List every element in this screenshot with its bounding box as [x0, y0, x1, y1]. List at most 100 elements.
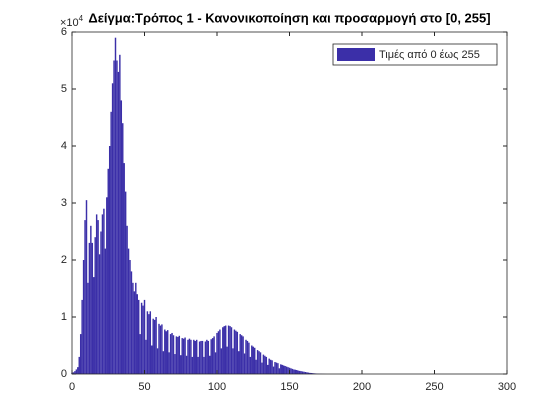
bar	[243, 353, 246, 374]
y-tick-label: 6	[61, 26, 67, 38]
x-tick-label: 0	[69, 381, 75, 393]
bar	[177, 336, 179, 374]
bar	[174, 354, 176, 374]
bar	[184, 337, 186, 374]
bar	[249, 356, 252, 374]
x-tick-label: 250	[425, 381, 443, 393]
bar	[274, 362, 276, 374]
legend-label: Τιμές από 0 έως 255	[379, 49, 480, 61]
bar	[140, 302, 143, 374]
bar	[236, 331, 239, 374]
bar	[200, 340, 202, 374]
y-tick-label: 4	[61, 140, 67, 152]
bar	[233, 329, 236, 374]
bar	[95, 214, 98, 374]
bar	[194, 340, 196, 374]
bar	[264, 355, 266, 374]
bar	[220, 348, 223, 374]
bar	[216, 332, 218, 374]
bar	[300, 371, 302, 374]
bar	[93, 277, 95, 374]
bar	[84, 220, 86, 374]
bar	[206, 339, 208, 374]
y-tick-label: 1	[61, 311, 67, 323]
bar	[181, 338, 183, 374]
bar	[90, 225, 92, 374]
bar	[304, 372, 307, 374]
bar	[188, 338, 191, 374]
y-tick-label: 3	[61, 197, 67, 209]
bar	[197, 356, 199, 374]
bar	[204, 341, 207, 374]
chart-title: Δείγμα:Τρόπος 1 - Κανονικοποίηση και προ…	[88, 10, 490, 25]
bar	[285, 366, 288, 374]
bar	[230, 327, 233, 374]
bar	[151, 345, 153, 374]
bar	[88, 242, 91, 374]
bar	[210, 339, 212, 374]
bar	[240, 335, 243, 374]
y-tick-label: 2	[61, 254, 67, 266]
bar	[268, 358, 270, 374]
bar	[271, 360, 273, 374]
bar	[122, 123, 124, 374]
bar	[139, 334, 141, 374]
bar	[198, 341, 201, 374]
bar	[242, 336, 244, 374]
bar	[278, 368, 281, 374]
bar	[159, 325, 162, 374]
bar	[148, 314, 150, 374]
x-tick-label: 300	[498, 381, 516, 393]
x-tick-label: 150	[280, 381, 298, 393]
bar	[136, 294, 138, 374]
y-tick-label: 5	[61, 83, 67, 95]
bar	[127, 248, 130, 374]
bar	[262, 354, 265, 374]
bar	[193, 339, 195, 374]
bar	[190, 339, 192, 374]
bar	[169, 334, 172, 374]
bar	[258, 351, 260, 374]
bar	[239, 334, 241, 374]
bar	[101, 214, 104, 374]
bar	[229, 326, 231, 374]
bar	[303, 371, 305, 374]
bar	[301, 371, 304, 374]
bar	[97, 220, 99, 374]
bar	[251, 345, 253, 374]
bar	[226, 346, 228, 374]
bar	[182, 338, 185, 374]
y-multiplier-base: ×10	[60, 17, 79, 29]
bar	[113, 60, 115, 374]
bar	[245, 339, 247, 374]
bar	[116, 60, 118, 374]
bar	[256, 350, 259, 374]
y-tick-label: 0	[61, 368, 67, 380]
bar	[219, 329, 221, 374]
bar	[180, 355, 182, 374]
bar	[168, 352, 170, 374]
bar	[135, 282, 137, 374]
bar	[277, 363, 279, 374]
bar	[284, 366, 286, 374]
bar	[103, 208, 105, 374]
bar	[185, 355, 188, 374]
bar	[87, 282, 89, 374]
bar	[272, 366, 275, 374]
bar	[78, 356, 80, 374]
bar	[187, 339, 189, 374]
bar	[156, 348, 159, 374]
bar	[153, 319, 156, 374]
bar	[232, 348, 234, 374]
bar	[123, 163, 125, 374]
bar	[238, 351, 240, 374]
bar	[98, 254, 101, 374]
bar	[172, 335, 175, 374]
bar	[252, 346, 254, 374]
bar	[265, 356, 268, 374]
bar	[74, 371, 76, 374]
bar	[275, 362, 278, 374]
bar	[261, 362, 263, 374]
bar	[235, 330, 237, 374]
